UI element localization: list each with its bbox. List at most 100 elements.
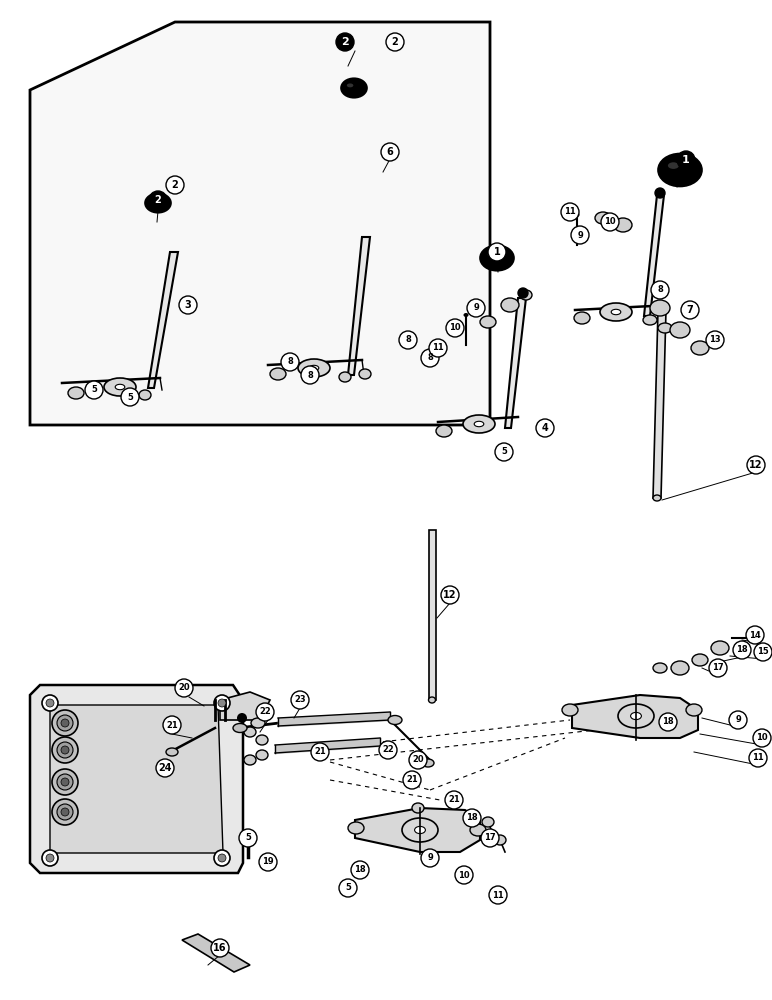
Ellipse shape — [341, 78, 367, 98]
Text: 14: 14 — [749, 631, 761, 640]
Polygon shape — [30, 685, 243, 873]
Text: 8: 8 — [657, 286, 663, 294]
Ellipse shape — [574, 213, 580, 217]
Circle shape — [681, 301, 699, 319]
Ellipse shape — [653, 495, 661, 501]
Polygon shape — [50, 705, 223, 853]
Text: 5: 5 — [345, 884, 351, 892]
Circle shape — [409, 751, 427, 769]
Circle shape — [52, 769, 78, 795]
Ellipse shape — [614, 218, 632, 232]
Circle shape — [467, 299, 485, 317]
Circle shape — [239, 829, 257, 847]
Circle shape — [429, 339, 447, 357]
Ellipse shape — [562, 704, 578, 716]
Text: 19: 19 — [262, 857, 274, 866]
Polygon shape — [182, 934, 250, 972]
Circle shape — [61, 719, 69, 727]
Circle shape — [754, 643, 772, 661]
Text: 5: 5 — [245, 834, 251, 842]
Text: 21: 21 — [406, 776, 418, 784]
Ellipse shape — [488, 252, 496, 257]
Text: 20: 20 — [412, 756, 424, 764]
Ellipse shape — [347, 83, 354, 87]
Text: 13: 13 — [709, 336, 721, 344]
Text: 17: 17 — [713, 664, 724, 672]
Ellipse shape — [104, 378, 136, 396]
Circle shape — [291, 691, 309, 709]
Circle shape — [749, 749, 767, 767]
Text: 7: 7 — [686, 305, 693, 315]
Circle shape — [746, 626, 764, 644]
Text: 8: 8 — [405, 336, 411, 344]
Ellipse shape — [658, 323, 672, 333]
Text: 12: 12 — [443, 590, 457, 600]
Text: 18: 18 — [736, 646, 748, 654]
Circle shape — [488, 243, 506, 261]
Circle shape — [301, 366, 319, 384]
Ellipse shape — [68, 387, 84, 399]
Ellipse shape — [501, 298, 519, 312]
Circle shape — [46, 854, 54, 862]
Text: 11: 11 — [564, 208, 576, 217]
Text: 22: 22 — [259, 708, 271, 716]
Polygon shape — [428, 530, 435, 700]
Circle shape — [218, 699, 226, 707]
Ellipse shape — [244, 727, 256, 737]
Ellipse shape — [251, 718, 265, 728]
Circle shape — [57, 715, 73, 731]
Ellipse shape — [151, 198, 157, 202]
Text: 15: 15 — [757, 648, 769, 656]
Ellipse shape — [631, 712, 642, 720]
Circle shape — [179, 296, 197, 314]
Ellipse shape — [166, 748, 178, 756]
Ellipse shape — [653, 663, 667, 673]
Circle shape — [441, 586, 459, 604]
Circle shape — [42, 695, 58, 711]
Circle shape — [121, 388, 139, 406]
Text: 2: 2 — [391, 37, 398, 47]
Polygon shape — [644, 195, 664, 316]
Ellipse shape — [339, 372, 351, 382]
Text: 2: 2 — [154, 195, 161, 205]
Circle shape — [259, 853, 277, 871]
Text: 18: 18 — [662, 718, 674, 726]
Circle shape — [42, 850, 58, 866]
Circle shape — [399, 331, 417, 349]
Polygon shape — [30, 22, 490, 425]
Circle shape — [495, 443, 513, 461]
Text: 18: 18 — [466, 814, 478, 822]
Polygon shape — [653, 310, 666, 498]
Circle shape — [659, 713, 677, 731]
Ellipse shape — [463, 415, 495, 433]
Text: 23: 23 — [294, 696, 306, 704]
Text: 9: 9 — [577, 231, 583, 239]
Circle shape — [455, 866, 473, 884]
Ellipse shape — [671, 661, 689, 675]
Ellipse shape — [256, 750, 268, 760]
Text: 11: 11 — [432, 344, 444, 353]
Ellipse shape — [611, 309, 621, 315]
Ellipse shape — [139, 390, 151, 400]
Text: 24: 24 — [158, 763, 171, 773]
Polygon shape — [355, 808, 480, 852]
Circle shape — [311, 743, 329, 761]
Ellipse shape — [574, 312, 590, 324]
Circle shape — [61, 746, 69, 754]
Circle shape — [706, 331, 724, 349]
Circle shape — [536, 419, 554, 437]
Ellipse shape — [470, 824, 486, 836]
Circle shape — [709, 659, 727, 677]
Circle shape — [85, 381, 103, 399]
Ellipse shape — [428, 697, 435, 703]
Text: 10: 10 — [604, 218, 616, 227]
Ellipse shape — [658, 153, 702, 186]
Circle shape — [651, 281, 669, 299]
Circle shape — [747, 456, 765, 474]
Circle shape — [214, 695, 230, 711]
Circle shape — [57, 742, 73, 758]
Circle shape — [753, 729, 771, 747]
Circle shape — [281, 353, 299, 371]
Text: 10: 10 — [757, 734, 768, 742]
Ellipse shape — [643, 315, 657, 325]
